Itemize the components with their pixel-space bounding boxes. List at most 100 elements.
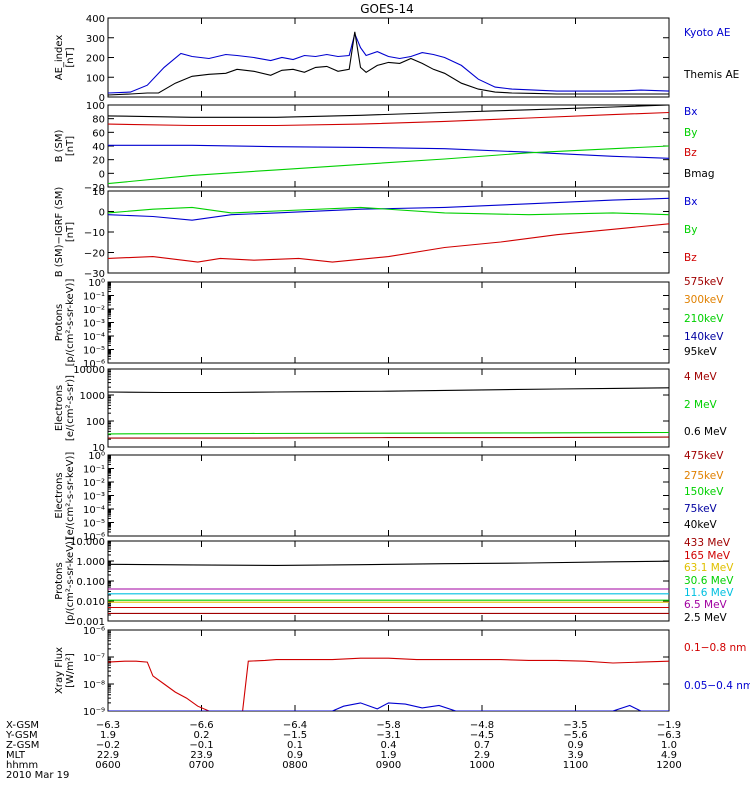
legend-entry: Bz [684, 252, 697, 264]
ephemeris-value: 0.9 [287, 750, 303, 761]
panel-7: 0.001 0.010 0.100 1.000 10.000Protons[p/(cm²… [54, 537, 734, 628]
y-tick-label: 10⁻⁶ [83, 359, 105, 370]
legend-entry: 475keV [684, 450, 724, 462]
series-line-2-4 [108, 105, 669, 118]
series-line-3-3 [108, 223, 669, 263]
y-tick-label: 100 [86, 417, 105, 428]
y-tick-label: 300 [86, 34, 105, 45]
panel-2: −20 0 20 40 60 80 100 B (SM)[nT] Bx By Bz Bmag [54, 101, 715, 194]
y-tick-label: 10⁻⁵ [83, 346, 105, 357]
legend-entry: 11.6 MeV [684, 587, 734, 599]
series-line-3-2 [108, 206, 669, 216]
series-line-8-2 [108, 702, 669, 711]
y-tick-label: 100 [86, 73, 105, 84]
y-tick-label: 10⁻⁶ [83, 626, 105, 637]
legend-entry: 140keV [684, 331, 724, 343]
legend-entry: 575keV [684, 276, 724, 288]
ephemeris-value: 1000 [469, 760, 494, 771]
legend-entry: 4 MeV [684, 371, 718, 383]
series-line-1-2 [108, 31, 669, 96]
y-axis-label: AE_index[nT] [54, 35, 76, 81]
ephemeris-value: 4.9 [661, 750, 677, 761]
ephemeris-value: 23.9 [190, 750, 212, 761]
y-tick-label: 10⁻⁵ [83, 519, 105, 530]
ephemeris-value: −6.3 [96, 720, 120, 731]
panel-1: 0 100 200 300 400 AE_index[nT] Kyoto AE Themis … [54, 14, 739, 104]
legend-entry: By [684, 127, 697, 139]
ephemeris-row-label: Y-GSM [5, 730, 38, 741]
ephemeris-value: −6.6 [189, 720, 213, 731]
legend-entry: By [684, 224, 697, 236]
series-line-2-2 [108, 145, 669, 185]
y-tick-label: −10 [84, 228, 105, 239]
ephemeris-value: 0.7 [474, 740, 490, 751]
y-tick-label: 100 [86, 101, 105, 112]
legend-entry: 0.6 MeV [684, 426, 728, 438]
ephemeris-value: 1.0 [661, 740, 677, 751]
y-tick-label: 10⁻⁴ [83, 505, 105, 516]
legend-entry: 95keV [684, 346, 718, 358]
ephemeris-value: 0.2 [194, 730, 210, 741]
panel-3: −30 −20 −10 0 10 B (SM)−IGRF (SM)[nT] Bx By Bz [54, 187, 697, 280]
ephemeris-value: −0.2 [96, 740, 120, 751]
ephemeris-row-label: Z-GSM [6, 740, 39, 751]
legend-entry: 0.05−0.4 nm [684, 680, 750, 692]
y-tick-label: 200 [86, 54, 105, 65]
y-axis-label: Electrons[e/(cm²-s-sr-keV)] [54, 452, 76, 540]
series-line-7-1 [108, 560, 669, 566]
y-axis-label: B (SM)−IGRF (SM)[nT] [54, 187, 76, 278]
legend-entry: 6.5 MeV [684, 599, 728, 611]
y-tick-label: 10⁻⁴ [83, 332, 105, 343]
y-tick-label: 0.010 [76, 597, 105, 608]
legend-entry: Kyoto AE [684, 27, 730, 39]
series-line-5-3 [108, 436, 669, 439]
ephemeris-value: 0.9 [568, 740, 584, 751]
y-tick-label: 10⁻³ [83, 492, 105, 503]
ephemeris-value: −5.6 [563, 730, 587, 741]
ephemeris-value: −3.5 [563, 720, 587, 731]
ephemeris-value: 0.4 [381, 740, 397, 751]
y-axis-label: Xray Flux[W/m²] [54, 647, 76, 694]
y-tick-label: 10⁻¹ [83, 292, 105, 303]
legend-entry: 0.1−0.8 nm [684, 642, 746, 654]
y-axis-label: Protons[p/(cm²-s-sr-keV)] [54, 537, 76, 625]
ephemeris-value: −3.1 [376, 730, 400, 741]
y-tick-label: 10⁻² [83, 305, 105, 316]
legend-entry: 2 MeV [684, 399, 718, 411]
legend-entry: Bx [684, 106, 697, 118]
series-line-5-2 [108, 431, 669, 435]
y-tick-label: −30 [84, 269, 105, 280]
legend-entry: 275keV [684, 470, 724, 482]
y-tick-label: 60 [92, 128, 105, 139]
legend-entry: 150keV [684, 486, 724, 498]
ephemeris-row-label: MLT [6, 750, 26, 761]
series-line-5-1 [108, 387, 669, 394]
y-axis-label: Electrons[e/(cm²-s-sr)] [54, 375, 76, 441]
ephemeris-value: 0600 [95, 760, 120, 771]
legend-entry: 433 MeV [684, 537, 731, 549]
legend-entry: 165 MeV [684, 550, 731, 562]
legend-entry: 2.5 MeV [684, 612, 728, 624]
series-line-3-1 [108, 197, 669, 221]
y-tick-label: 10 [92, 443, 105, 454]
ephemeris-value: 2.9 [474, 750, 490, 761]
y-tick-label: 40 [92, 142, 105, 153]
ephemeris-value: −0.1 [189, 740, 213, 751]
ephemeris-row-label: hhmm [6, 760, 38, 771]
y-tick-label: 0 [99, 169, 105, 180]
ephemeris-value: 0800 [282, 760, 307, 771]
ephemeris-value: −1.5 [283, 730, 307, 741]
y-tick-label: 10⁻⁶ [83, 532, 105, 543]
legend-entry: 300keV [684, 294, 724, 306]
series-line-1-1 [108, 32, 669, 94]
ephemeris-value: 1200 [656, 760, 681, 771]
chart-title: GOES-14 [360, 2, 414, 16]
y-tick-label: 10 [92, 187, 105, 198]
ephemeris-value: 1100 [563, 760, 588, 771]
legend-entry: Bmag [684, 168, 715, 180]
ephemeris-value: −6.3 [657, 730, 681, 741]
ephemeris-value: 22.9 [97, 750, 119, 761]
panel-frame [107, 368, 670, 448]
y-axis-label: Protons[p/(cm²-s-sr-keV)] [54, 279, 76, 367]
